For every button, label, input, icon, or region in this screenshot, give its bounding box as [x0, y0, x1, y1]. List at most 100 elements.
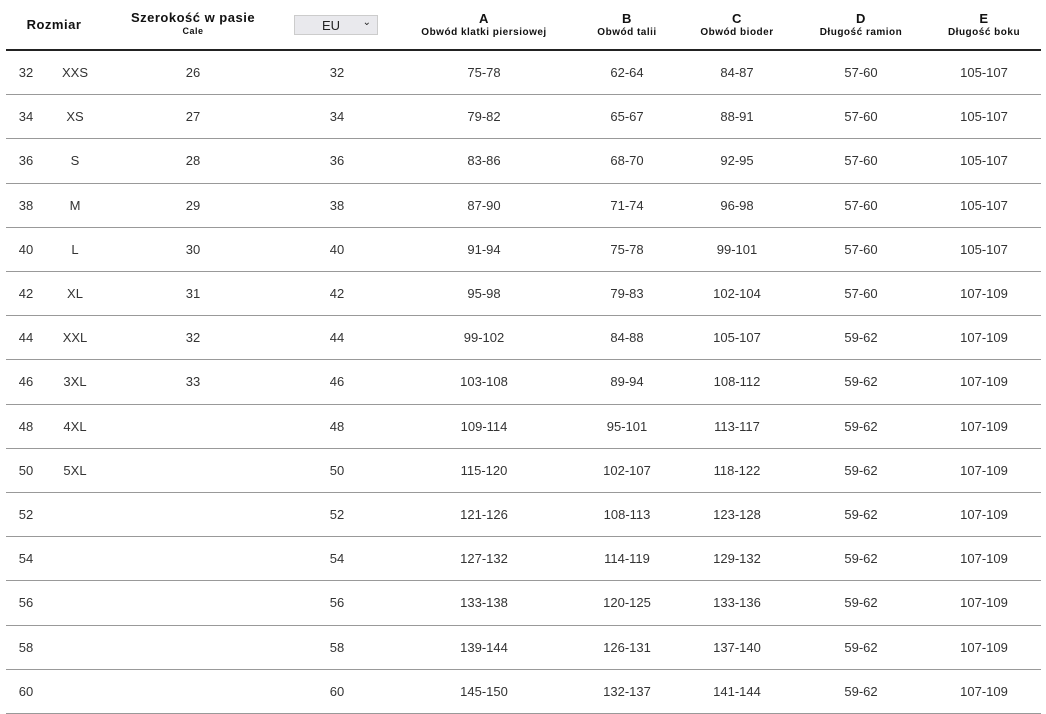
- cell-waist-inches: 30: [185, 241, 201, 257]
- cell-hips: 123-128: [713, 507, 761, 522]
- cell-region-size: 40: [329, 241, 345, 257]
- cell-waist: 126-131: [603, 639, 651, 655]
- table-row: 32 XXS 26 32 75-78 62-64 84-87 57-60 105-107: [6, 51, 1041, 96]
- cell-hips: 113-117: [714, 418, 760, 434]
- cell-eu-size: 52: [18, 507, 34, 522]
- cell-sleeve: 57-60: [844, 65, 878, 80]
- cell-region-size: 38: [329, 197, 345, 213]
- cell-waist-inches: 26: [185, 65, 201, 80]
- cell-chest: 139-144: [460, 639, 508, 655]
- cell-eu-size: 50: [18, 462, 34, 478]
- cell-region-size: 56: [329, 595, 345, 611]
- cell-hips: 141-144: [713, 683, 761, 699]
- cell-eu-size: 44: [18, 330, 34, 346]
- cell-region-size: 46: [329, 374, 345, 390]
- cell-sleeve: 59-62: [844, 639, 878, 655]
- cell-sleeve: 57-60: [844, 109, 878, 125]
- waist-header: Szerokość w pasie: [130, 10, 256, 25]
- size-header: Rozmiar: [26, 17, 82, 32]
- cell-region-size: 44: [329, 330, 345, 346]
- col-letter: E: [979, 11, 989, 26]
- cell-region-size: 58: [329, 639, 345, 655]
- cell-region-size: 50: [329, 462, 345, 478]
- cell-sleeve: 59-62: [844, 462, 878, 478]
- cell-waist-inches: 27: [185, 109, 201, 125]
- col-letter: C: [732, 11, 742, 26]
- cell-waist: 65-67: [610, 109, 644, 125]
- cell-waist-inches: 32: [185, 330, 201, 346]
- cell-hips: 129-132: [713, 551, 761, 567]
- cell-chest: 145-150: [460, 683, 508, 699]
- cell-eu-size: 54: [18, 551, 34, 567]
- cell-eu-size: 38: [18, 197, 34, 213]
- cell-sleeve: 59-62: [844, 507, 878, 522]
- cell-sleeve: 57-60: [844, 241, 878, 257]
- cell-sleeve: 59-62: [844, 595, 878, 611]
- cell-waist-inches: 28: [185, 153, 201, 169]
- cell-hips: 105-107: [713, 330, 761, 346]
- cell-letter-size: XXL: [62, 330, 88, 346]
- col-letter: B: [622, 11, 632, 26]
- cell-waist-inches: 29: [185, 197, 201, 213]
- cell-hips: 99-101: [716, 241, 758, 257]
- cell-sleeve: 57-60: [844, 286, 878, 301]
- cell-waist: 114-119: [604, 551, 650, 567]
- waist-unit: Cale: [182, 26, 204, 36]
- table-row: 40 L 30 40 91-94 75-78 99-101 57-60 105-107: [6, 228, 1041, 272]
- cell-eu-size: 32: [18, 65, 34, 80]
- table-row: 56 56 133-138 120-125 133-136 59-62 107-109: [6, 581, 1041, 626]
- cell-chest: 133-138: [460, 595, 508, 611]
- cell-side-length: 107-109: [960, 286, 1008, 301]
- cell-side-length: 105-107: [960, 197, 1008, 213]
- cell-region-size: 52: [329, 507, 345, 522]
- cell-waist: 102-107: [603, 462, 651, 478]
- cell-region-size: 48: [329, 418, 345, 434]
- cell-side-length: 107-109: [960, 683, 1008, 699]
- cell-side-length: 107-109: [960, 595, 1008, 611]
- cell-chest: 87-90: [467, 197, 501, 213]
- col-letter: D: [856, 11, 866, 26]
- cell-waist: 68-70: [610, 153, 644, 169]
- cell-hips: 92-95: [720, 153, 754, 169]
- cell-letter-size: S: [70, 153, 80, 169]
- cell-sleeve: 59-62: [844, 418, 878, 434]
- table-row: 42 XL 31 42 95-98 79-83 102-104 57-60 107-109: [6, 272, 1041, 317]
- cell-eu-size: 58: [18, 639, 34, 655]
- cell-hips: 88-91: [720, 109, 754, 125]
- cell-waist-inches: 33: [185, 374, 201, 390]
- cell-sleeve: 57-60: [844, 153, 878, 169]
- cell-side-length: 107-109: [960, 418, 1008, 434]
- cell-letter-size: XXS: [61, 65, 89, 80]
- cell-sleeve: 59-62: [844, 374, 878, 390]
- cell-hips: 137-140: [713, 639, 761, 655]
- col-label: Obwód talii: [597, 27, 657, 38]
- cell-region-size: 42: [329, 286, 345, 301]
- table-row: 44 XXL 32 44 99-102 84-88 105-107 59-62 107-109: [6, 316, 1041, 361]
- cell-letter-size: 3XL: [63, 374, 87, 390]
- region-select[interactable]: EU ⌄: [294, 15, 378, 35]
- col-label: Obwód klatki piersiowej: [421, 27, 547, 38]
- cell-chest: 103-108: [460, 374, 508, 390]
- cell-letter-size: L: [71, 241, 79, 257]
- cell-letter-size: XS: [66, 109, 84, 125]
- cell-waist: 79-83: [610, 286, 644, 301]
- cell-side-length: 107-109: [960, 507, 1008, 522]
- table-row: 36 S 28 36 83-86 68-70 92-95 57-60 105-107: [6, 139, 1041, 184]
- cell-hips: 84-87: [720, 65, 754, 80]
- cell-letter-size: 4XL: [63, 418, 87, 434]
- col-label: Długość boku: [947, 27, 1021, 38]
- cell-sleeve: 59-62: [844, 330, 878, 346]
- cell-eu-size: 34: [18, 109, 34, 125]
- table-header: [6, 0, 1041, 51]
- cell-chest: 115-120: [460, 462, 508, 478]
- table-row: 58 58 139-144 126-131 137-140 59-62 107-109: [6, 626, 1041, 670]
- table-row: 50 5XL 50 115-120 102-107 118-122 59-62 107-109: [6, 449, 1041, 493]
- cell-chest: 127-132: [460, 551, 508, 567]
- table-row: 52 52 121-126 108-113 123-128 59-62 107-109: [6, 493, 1041, 538]
- cell-waist: 75-78: [610, 241, 644, 257]
- cell-side-length: 107-109: [960, 639, 1008, 655]
- cell-sleeve: 57-60: [844, 197, 878, 213]
- cell-eu-size: 40: [18, 241, 34, 257]
- cell-region-size: 34: [329, 109, 345, 125]
